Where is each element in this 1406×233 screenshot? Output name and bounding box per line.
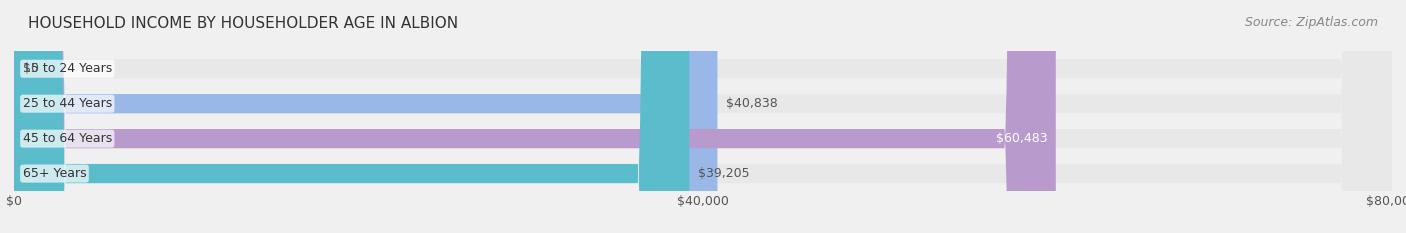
FancyBboxPatch shape [14,0,1056,233]
Text: $40,838: $40,838 [725,97,778,110]
Text: $0: $0 [22,62,39,75]
FancyBboxPatch shape [14,0,1392,233]
Text: 45 to 64 Years: 45 to 64 Years [22,132,112,145]
Text: 25 to 44 Years: 25 to 44 Years [22,97,112,110]
Text: Source: ZipAtlas.com: Source: ZipAtlas.com [1244,16,1378,29]
Text: 65+ Years: 65+ Years [22,167,86,180]
FancyBboxPatch shape [14,0,1392,233]
FancyBboxPatch shape [14,0,717,233]
Text: $39,205: $39,205 [697,167,749,180]
FancyBboxPatch shape [14,0,1392,233]
Text: 15 to 24 Years: 15 to 24 Years [22,62,112,75]
Text: $60,483: $60,483 [995,132,1047,145]
FancyBboxPatch shape [14,0,1392,233]
Text: HOUSEHOLD INCOME BY HOUSEHOLDER AGE IN ALBION: HOUSEHOLD INCOME BY HOUSEHOLDER AGE IN A… [28,16,458,31]
FancyBboxPatch shape [14,0,689,233]
